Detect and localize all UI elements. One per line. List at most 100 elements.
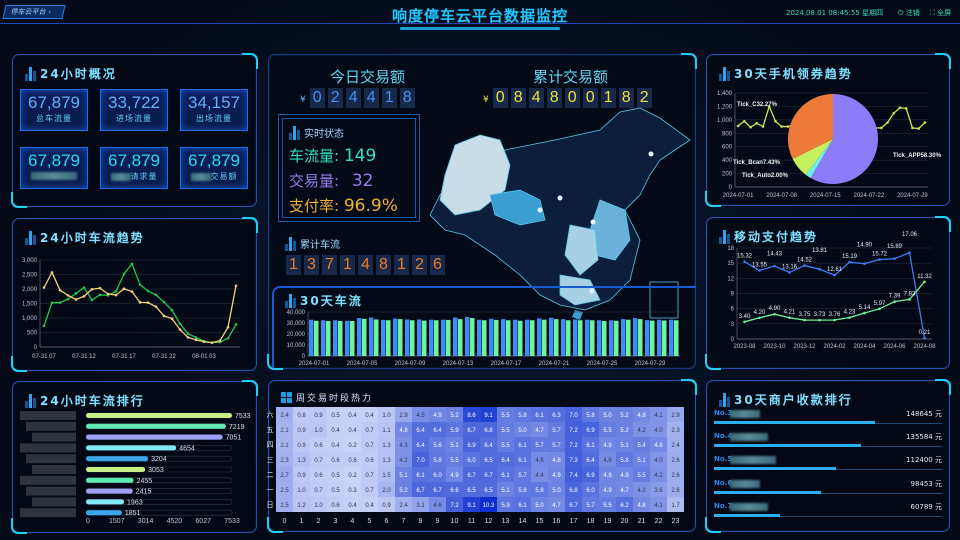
redacted-merchant-name xyxy=(730,410,760,418)
merchant-row: No.6 98453 元 xyxy=(714,479,942,499)
cumulative-flow-header: 累计车流 xyxy=(285,236,340,251)
map-region-central xyxy=(564,224,599,276)
digit: 1 xyxy=(394,255,409,275)
today-trade-amount: ¥0 2 4 4 1 8 xyxy=(300,88,418,108)
bar-chart-icon xyxy=(25,230,36,245)
logout-label: 注销 xyxy=(905,9,920,17)
merchant-amount-value: 60789 xyxy=(910,502,933,511)
digit: 7 xyxy=(322,255,337,275)
datetime: 2024.08.01 08:45:55 星期四 xyxy=(786,9,883,17)
fullscreen-button[interactable]: ⛶ 全屏 xyxy=(930,9,952,17)
digit: 8 xyxy=(618,88,634,108)
digit: 1 xyxy=(600,88,616,108)
stat-label: 进场流量 xyxy=(116,114,152,123)
digit: 8 xyxy=(510,88,526,108)
fullscreen-label: 全屏 xyxy=(937,9,952,17)
merchant-track xyxy=(714,492,942,494)
ranking-title: 24小时车流排行 xyxy=(40,394,145,408)
redacted-label xyxy=(31,171,77,180)
header-divider xyxy=(0,23,960,24)
digit: 1 xyxy=(381,88,397,108)
stat-card-total: 67,879 总车流量 xyxy=(20,89,88,131)
total-trade-label: 累计交易额 xyxy=(533,68,609,86)
redacted-label xyxy=(110,172,131,181)
digit: 0 xyxy=(582,88,598,108)
merchant-unit: 元 xyxy=(935,479,942,488)
coupon-panel: 30天手机领券趋势 xyxy=(705,53,951,207)
overview-title: 24小时概况 xyxy=(40,67,117,81)
redacted-merchant-name xyxy=(730,502,768,511)
merchant-bar xyxy=(714,421,875,424)
heatmap-title: 周交易时段热力 xyxy=(296,394,374,404)
bar-chart-icon xyxy=(719,392,730,407)
stat-label: 交易额 xyxy=(210,172,238,181)
page-title: 响度停车云平台数据监控 xyxy=(391,7,568,25)
total-trade-amount: ¥0 8 4 8 0 0 1 8 2 xyxy=(483,88,655,108)
digit: 1 xyxy=(340,255,355,275)
merchant-amount-value: 112400 xyxy=(906,456,933,465)
payrate-value: 96.9% xyxy=(343,196,398,216)
grid-icon xyxy=(281,392,292,403)
merchant-rank: No.6 xyxy=(714,478,733,487)
heatmap-panel: 周交易时段热力 xyxy=(267,379,697,533)
digit: 4 xyxy=(358,255,373,275)
trade-label: 交易量: xyxy=(289,172,340,190)
bar-chart-icon xyxy=(719,229,730,244)
bars30-header: 30天车流 xyxy=(285,292,363,309)
pay-title: 移动支付趋势 xyxy=(734,230,819,244)
merchant-rank: No.7 xyxy=(714,501,733,510)
merchant-bar xyxy=(714,444,861,448)
digit: 8 xyxy=(399,88,415,108)
bar-chart-icon xyxy=(719,66,730,81)
bars30-frame xyxy=(272,286,696,368)
merchant-amount: 148645 元 xyxy=(906,409,942,419)
payrate-label: 支付率: xyxy=(289,197,340,215)
merchant-unit: 元 xyxy=(935,502,942,511)
merchant-bar xyxy=(714,490,821,494)
digit: 4 xyxy=(528,88,544,108)
merchant-unit: 元 xyxy=(935,433,942,442)
stat-card-4: 67,879 xyxy=(20,147,88,189)
digit: 1 xyxy=(286,255,301,275)
merchant-amount: 98453 元 xyxy=(910,479,942,489)
stat-card-trade: 67,879 交易额 xyxy=(180,147,248,189)
trade-value: 32 xyxy=(351,171,374,191)
coupon-title: 30天手机领券趋势 xyxy=(734,67,853,81)
redacted-merchant-name xyxy=(730,433,768,442)
merchant-track xyxy=(714,515,942,517)
today-trade-label: 今日交易额 xyxy=(330,68,406,86)
merchant-amount: 135584 元 xyxy=(906,432,942,442)
stat-value: 67,879 xyxy=(188,151,240,170)
bar-chart-icon xyxy=(285,293,296,308)
stat-value: 67,879 xyxy=(108,151,160,170)
merchant-amount-value: 98453 xyxy=(910,479,933,488)
bar-chart-icon xyxy=(289,125,300,140)
map-region-south xyxy=(559,274,601,306)
digit: 2 xyxy=(412,255,427,275)
stat-label: 请求量 xyxy=(130,172,158,181)
digit: 0 xyxy=(492,88,508,108)
stat-label: 出场流量 xyxy=(196,114,232,123)
stat-value: 67,879 xyxy=(28,151,80,170)
digit: 3 xyxy=(304,255,319,275)
digit: 4 xyxy=(363,88,379,108)
merchant-amount-value: 135584 xyxy=(906,433,933,442)
stat-card-requests: 67,879 请求量 xyxy=(100,147,168,189)
south-sea-inset xyxy=(649,281,679,319)
logout-button[interactable]: ⏻ 注销 xyxy=(898,9,920,17)
digit: 6 xyxy=(430,255,445,275)
bar-chart-icon xyxy=(285,236,296,251)
merchant-bar xyxy=(714,467,836,471)
stat-card-in: 33,722 进场流量 xyxy=(100,89,168,131)
stat-value: 34,157 xyxy=(188,93,240,112)
merchant-amount: 112400 元 xyxy=(906,455,942,465)
merchant-rank: No.3 xyxy=(714,409,733,417)
merchant-bar xyxy=(714,513,780,517)
merchant-row: No.3 148645 元 xyxy=(714,409,942,429)
trend24-title: 24小时车流趋势 xyxy=(40,231,145,245)
redacted-merchant-name xyxy=(730,456,776,465)
merchant-rank: No.5 xyxy=(714,455,733,464)
stat-label: 总车流量 xyxy=(36,114,72,123)
merchant-row: No.7 60789 元 xyxy=(714,502,942,522)
